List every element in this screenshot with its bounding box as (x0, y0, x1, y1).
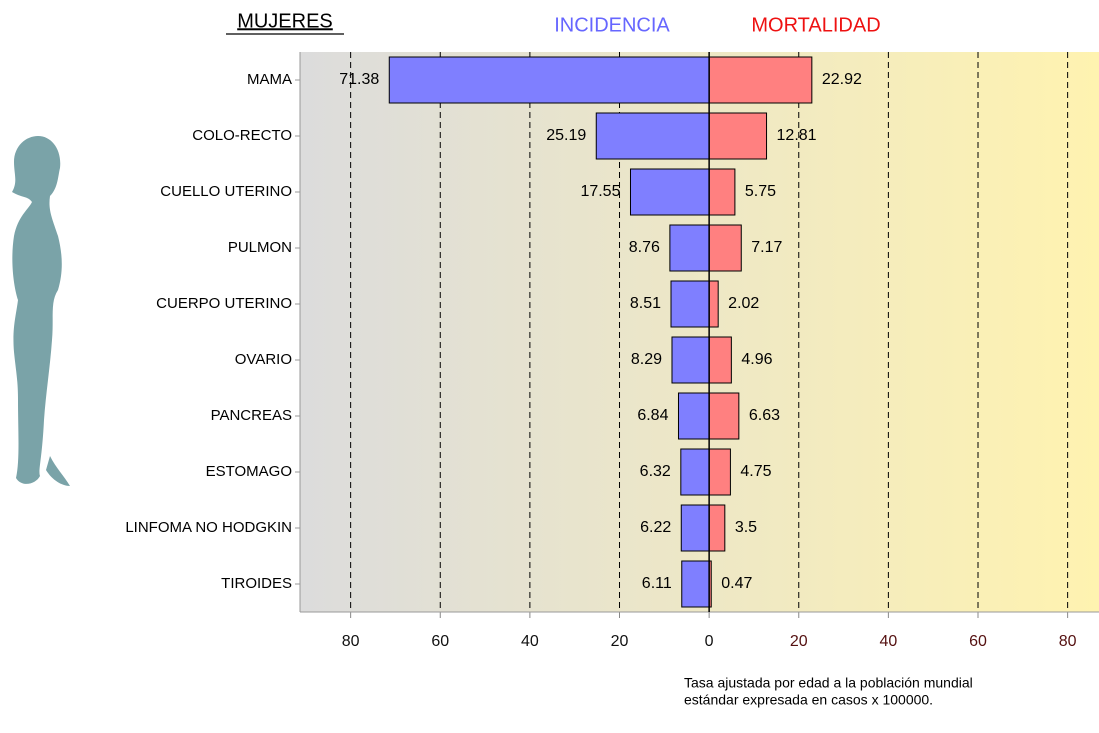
value-label: 6.63 (749, 407, 780, 424)
x-tick-label: 0 (705, 633, 714, 650)
x-tick-label: 40 (879, 633, 897, 650)
value-label: 6.11 (642, 575, 672, 592)
x-tick-label: 40 (521, 633, 539, 650)
value-label: 12.81 (777, 127, 817, 144)
x-tick-label: 80 (342, 633, 360, 650)
value-label: 22.92 (822, 71, 862, 88)
bar (629, 168, 710, 216)
y-tick-label: OVARIO (235, 351, 292, 368)
x-tick-label: 60 (969, 633, 987, 650)
x-tick-label: 20 (611, 633, 629, 650)
value-label: 4.75 (740, 463, 771, 480)
y-tick-label: PULMON (228, 239, 292, 256)
bar (708, 56, 813, 104)
bar (388, 56, 710, 104)
value-label: 7.17 (751, 239, 782, 256)
bar (708, 504, 726, 552)
bar (708, 168, 736, 216)
y-tick-label: PANCREAS (211, 407, 292, 424)
value-label: 8.76 (629, 239, 660, 256)
y-tick-label: CUERPO UTERINO (156, 295, 292, 312)
value-label: 2.02 (728, 295, 759, 312)
y-tick-label: LINFOMA NO HODGKIN (125, 519, 292, 536)
bar (677, 392, 710, 440)
chart-title: MUJERES (237, 10, 333, 32)
x-tick-label: 60 (431, 633, 449, 650)
note-line: Tasa ajustada por edad a la población mu… (684, 675, 973, 691)
bar (708, 224, 742, 272)
bar (708, 448, 731, 496)
x-tick-label: 80 (1059, 633, 1077, 650)
y-tick-label: MAMA (247, 71, 292, 88)
x-tick-label: 20 (790, 633, 808, 650)
value-label: 71.38 (339, 71, 379, 88)
y-tick-label: TIROIDES (221, 575, 292, 592)
value-label: 6.22 (640, 519, 671, 536)
value-label: 6.32 (640, 463, 671, 480)
y-tick-label: COLO-RECTO (192, 127, 292, 144)
value-label: 25.19 (546, 127, 586, 144)
bar (595, 112, 710, 160)
bar (708, 336, 732, 384)
value-label: 17.55 (580, 183, 620, 200)
bar (669, 224, 710, 272)
value-label: 4.96 (741, 351, 772, 368)
value-label: 8.51 (630, 295, 661, 312)
note-line: estándar expresada en casos x 100000. (684, 692, 933, 708)
legend-incidencia: INCIDENCIA (554, 14, 670, 36)
bar (671, 336, 710, 384)
value-label: 0.47 (721, 575, 752, 592)
y-tick-label: CUELLO UTERINO (160, 183, 292, 200)
bar (708, 112, 768, 160)
legend-mortalidad: MORTALIDAD (751, 14, 880, 36)
woman-silhouette (12, 136, 70, 486)
bar (670, 280, 710, 328)
value-label: 5.75 (745, 183, 776, 200)
bar (708, 392, 740, 440)
y-tick-label: ESTOMAGO (206, 463, 292, 480)
value-label: 3.5 (735, 519, 757, 536)
bar (680, 448, 710, 496)
bar (681, 560, 710, 608)
bar (708, 280, 719, 328)
bar (680, 504, 710, 552)
value-label: 6.84 (637, 407, 668, 424)
value-label: 8.29 (631, 351, 662, 368)
